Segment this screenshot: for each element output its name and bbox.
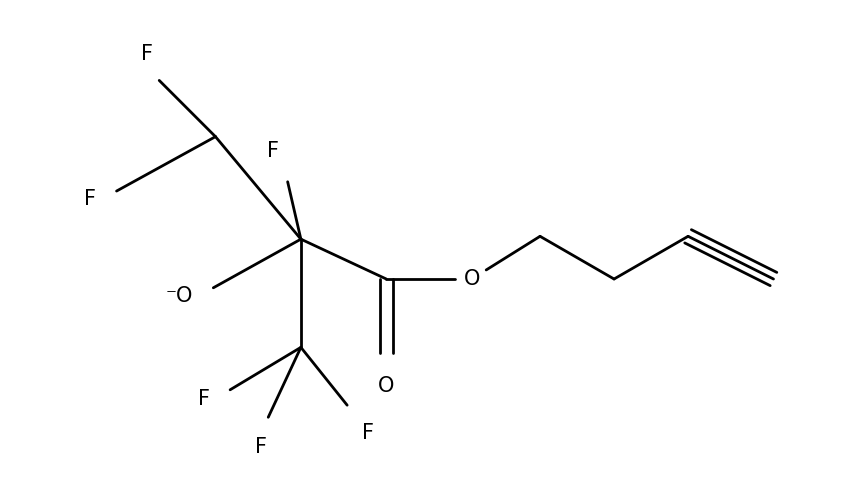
Text: F: F — [142, 44, 153, 64]
Text: F: F — [84, 189, 96, 209]
Text: F: F — [362, 423, 374, 443]
Text: O: O — [463, 269, 480, 289]
Text: F: F — [255, 438, 267, 457]
Text: ⁻O: ⁻O — [166, 286, 193, 306]
Text: F: F — [198, 389, 209, 408]
Text: F: F — [267, 140, 279, 161]
Text: O: O — [378, 376, 395, 396]
